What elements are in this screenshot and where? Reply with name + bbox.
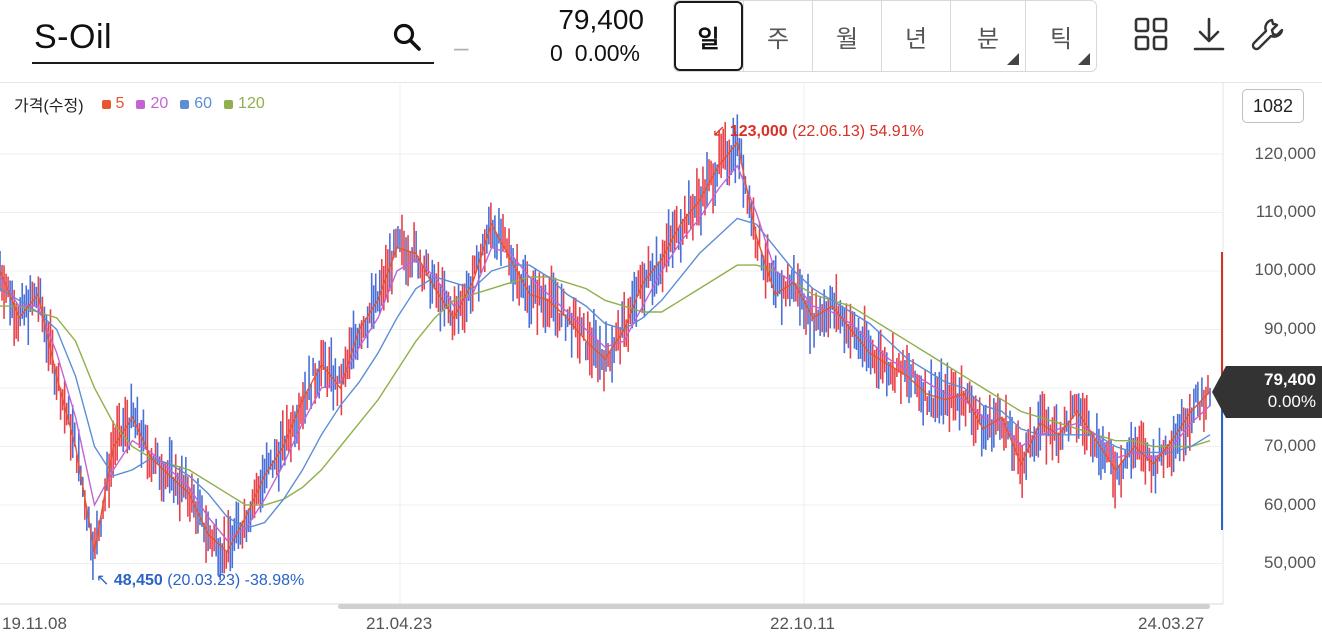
chart-legend: 가격(수정) 5 20 60 120 — [14, 92, 277, 116]
low-date: (20.03.23) — [167, 572, 241, 589]
y-tick-label: 110,000 — [1255, 202, 1316, 221]
moving-average-lines — [0, 140, 1211, 553]
tab-year[interactable]: 년 — [881, 1, 950, 71]
legend-ma120-label: 120 — [238, 95, 265, 112]
high-value: 123,000 — [729, 123, 788, 140]
period-tabs: 일 주 월 년 분 틱 — [673, 0, 1097, 72]
ma-line-60 — [0, 217, 1211, 530]
legend-swatch — [224, 99, 234, 109]
price-tag-percent: 0.00% — [1267, 392, 1316, 411]
current-price: 79,400 — [558, 4, 644, 35]
high-percent: 54.91% — [869, 123, 924, 140]
x-tick-label: 22.10.11 — [770, 614, 835, 633]
y-tick-label: 120,000 — [1254, 144, 1316, 163]
tab-day-label: 일 — [697, 25, 720, 53]
low-value: 48,450 — [113, 572, 163, 589]
stock-search-box[interactable]: S-Oil — [32, 12, 434, 64]
low-annotation: ↖ 48,450 (20.03.23) -38.98% — [96, 570, 304, 590]
stock-name[interactable]: S-Oil — [34, 18, 113, 56]
high-arrow-icon: ↙ — [712, 123, 726, 140]
legend-ma60[interactable]: 60 — [180, 95, 212, 113]
legend-swatch — [136, 99, 146, 109]
legend-ma120[interactable]: 120 — [224, 95, 265, 113]
low-percent: -38.98% — [244, 572, 305, 589]
tab-day[interactable]: 일 — [674, 1, 743, 71]
tab-minute[interactable]: 분 — [950, 1, 1025, 71]
high-annotation: ↙ 123,000 (22.06.13) 54.91% — [712, 121, 924, 141]
grid-layout-icon[interactable] — [1133, 16, 1169, 52]
candle-bars — [0, 114, 1211, 581]
change-percent: 0.00% — [574, 40, 640, 66]
chart-header: S-Oil – 79,400 0 0.00% 일 주 월 년 분 틱 — [0, 0, 1322, 83]
tab-week-label: 주 — [766, 25, 790, 53]
legend-price-label: 가격(수정) — [14, 98, 84, 115]
price-change: 0 0.00% — [550, 40, 640, 67]
ma-line-20 — [0, 164, 1211, 542]
tab-week[interactable]: 주 — [743, 1, 812, 71]
legend-ma20-label: 20 — [150, 95, 169, 112]
wrench-icon[interactable] — [1250, 16, 1286, 52]
legend-ma5-label: 5 — [115, 95, 125, 112]
y-tick-label: 100,000 — [1254, 260, 1316, 279]
price-tag-value: 79,400 — [1264, 370, 1316, 389]
current-price-tag: 79,400 0.00% — [1212, 366, 1322, 418]
price-tag-arrow — [1212, 366, 1226, 418]
search-icon[interactable] — [392, 22, 422, 52]
download-icon[interactable] — [1191, 16, 1227, 52]
x-tick-label: 19.11.08 — [2, 614, 67, 633]
legend-ma5[interactable]: 5 — [101, 95, 125, 113]
legend-ma60-label: 60 — [194, 95, 213, 112]
tab-year-label: 년 — [904, 25, 928, 53]
dropdown-corner-icon — [1007, 53, 1019, 65]
legend-swatch — [180, 99, 190, 109]
high-date: (22.06.13) — [792, 123, 866, 140]
tab-tick[interactable]: 틱 — [1025, 1, 1096, 71]
x-tick-label: 21.04.23 — [366, 614, 433, 633]
y-tick-label: 50,000 — [1264, 553, 1316, 572]
dropdown-corner-icon — [1078, 53, 1090, 65]
ma-line-120 — [0, 264, 1211, 506]
change-value: 0 — [549, 40, 563, 66]
tab-minute-label: 분 — [976, 25, 1000, 53]
legend-ma20[interactable]: 20 — [136, 95, 168, 113]
x-tick-label: 24.03.27 — [1138, 614, 1205, 633]
candle-count-box[interactable]: 1082 — [1242, 89, 1304, 123]
price-dash: – — [454, 32, 469, 62]
y-tick-label: 90,000 — [1264, 319, 1316, 338]
legend-swatch — [101, 99, 111, 109]
y-tick-label: 60,000 — [1264, 495, 1316, 514]
tab-month-label: 월 — [835, 25, 859, 53]
chart-scrollbar[interactable] — [338, 604, 1210, 609]
y-tick-label: 70,000 — [1264, 436, 1316, 455]
tab-month[interactable]: 월 — [812, 1, 881, 71]
ma-line-5 — [0, 140, 1211, 553]
tab-tick-label: 틱 — [1049, 25, 1073, 53]
low-arrow-icon: ↖ — [96, 572, 110, 589]
